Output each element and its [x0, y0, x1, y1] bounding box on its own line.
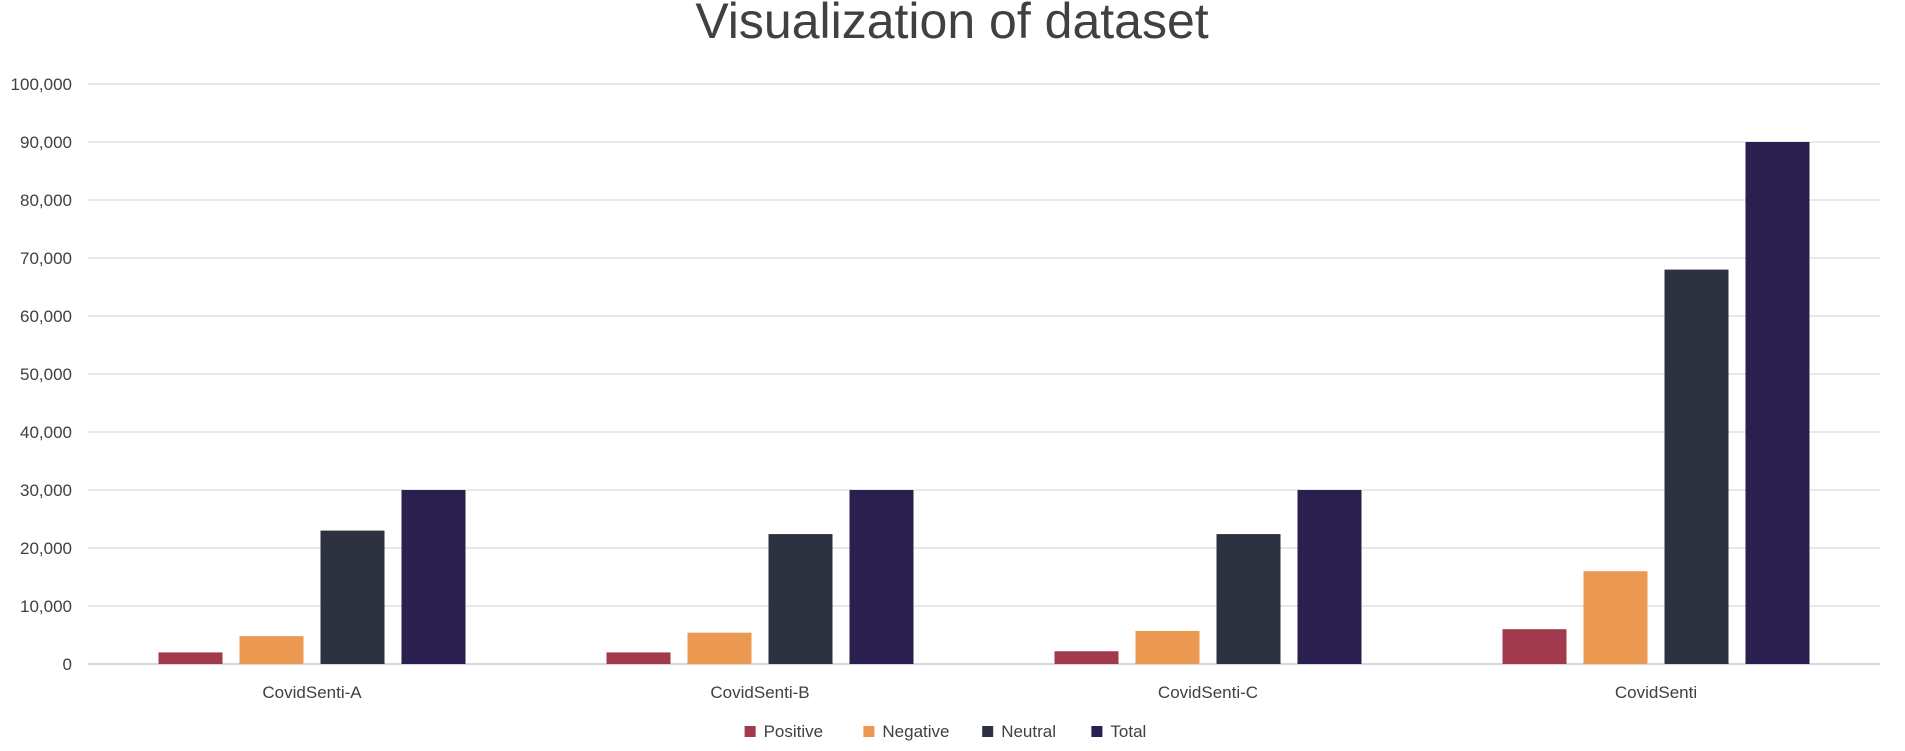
bar-neutral-2	[1216, 534, 1281, 664]
bar-positive-1	[606, 652, 671, 664]
bar-positive-3	[1502, 629, 1567, 664]
bar-total-0	[401, 490, 466, 664]
legend-swatch-neutral	[982, 726, 994, 737]
y-axis-ticks: 0 10,000 20,000 30,000 40,000 50,000 60,000 70,…	[11, 75, 72, 674]
bar-positive-0	[158, 652, 223, 664]
y-tick-label: 100,000	[11, 75, 72, 94]
bar-positive-2	[1054, 651, 1119, 664]
legend-swatch-negative	[863, 726, 875, 737]
bar-neutral-0	[320, 530, 385, 664]
bar-total-2	[1297, 490, 1362, 664]
y-tick-label: 0	[63, 655, 72, 674]
y-tick-label: 20,000	[20, 539, 72, 558]
bars	[158, 142, 1810, 664]
y-tick-label: 40,000	[20, 423, 72, 442]
bar-negative-3	[1583, 571, 1648, 664]
y-tick-label: 50,000	[20, 365, 72, 384]
legend: Positive Negative Neutral Total	[744, 722, 1146, 741]
legend-swatch-positive	[744, 726, 756, 737]
x-category-label: CovidSenti	[1615, 683, 1697, 702]
y-tick-label: 90,000	[20, 133, 72, 152]
legend-label-neutral: Neutral	[1001, 722, 1056, 741]
legend-label-negative: Negative	[882, 722, 949, 741]
x-axis-categories: CovidSenti-A CovidSenti-B CovidSenti-C Covi…	[262, 683, 1697, 702]
y-tick-label: 30,000	[20, 481, 72, 500]
bar-total-3	[1745, 142, 1810, 664]
bar-total-1	[849, 490, 914, 664]
y-tick-label: 70,000	[20, 249, 72, 268]
x-category-label: CovidSenti-C	[1158, 683, 1258, 702]
chart-title: Visualization of dataset	[695, 0, 1208, 49]
bar-negative-0	[239, 636, 304, 664]
bar-neutral-3	[1664, 269, 1729, 664]
legend-label-total: Total	[1110, 722, 1146, 741]
bar-negative-1	[687, 632, 752, 664]
y-tick-label: 80,000	[20, 191, 72, 210]
bar-negative-2	[1135, 630, 1200, 664]
x-category-label: CovidSenti-A	[262, 683, 362, 702]
x-category-label: CovidSenti-B	[710, 683, 809, 702]
y-tick-label: 10,000	[20, 597, 72, 616]
y-tick-label: 60,000	[20, 307, 72, 326]
legend-label-positive: Positive	[764, 722, 824, 741]
legend-swatch-total	[1091, 726, 1103, 737]
gridlines	[88, 83, 1880, 665]
bar-neutral-1	[768, 534, 833, 664]
